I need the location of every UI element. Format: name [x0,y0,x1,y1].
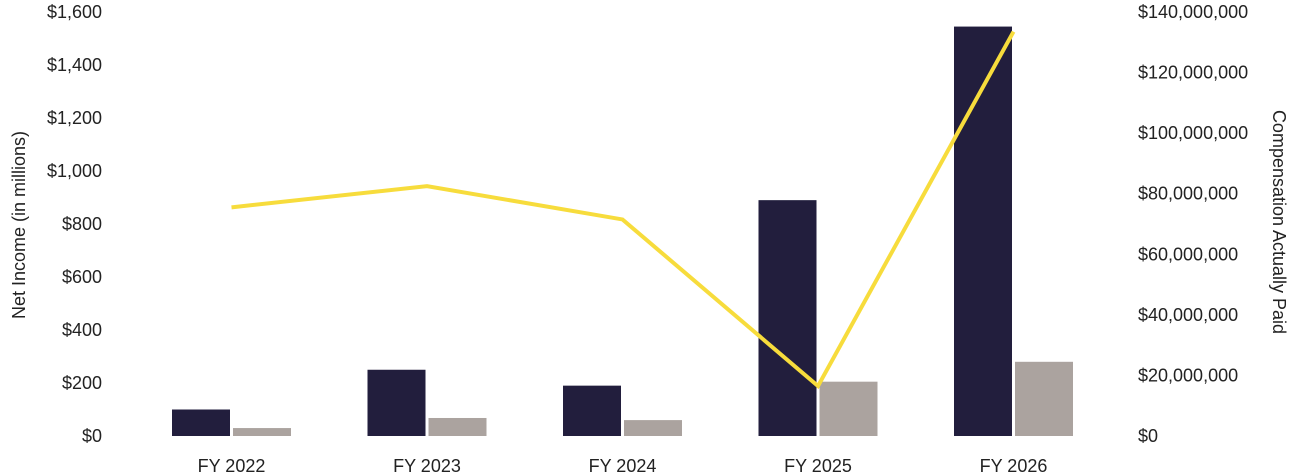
bars-layer [172,26,1073,436]
bar-primary-1 [172,409,230,436]
bar-primary-5 [954,26,1012,436]
bar-secondary-5 [1015,361,1073,436]
x-axis-ticks: FY 2022 FY 2023 FY 2024 FY 2025 FY 2026 [198,456,1048,476]
bar-primary-2 [367,369,426,436]
right-tick-label: $120,000,000 [1138,63,1248,83]
bar-primary-3 [563,385,621,436]
right-tick-label: $140,000,000 [1138,2,1248,22]
right-tick-label: $0 [1138,426,1158,446]
x-category-label: FY 2025 [784,456,852,476]
left-tick-label: $1,600 [47,2,102,22]
x-category-label: FY 2026 [980,456,1048,476]
left-tick-label: $400 [62,320,102,340]
right-axis-title: Compensation Actually Paid [1269,110,1289,334]
left-tick-label: $1,400 [47,55,102,75]
right-tick-label: $60,000,000 [1138,244,1238,264]
x-category-label: FY 2023 [393,456,461,476]
right-tick-label: $20,000,000 [1138,365,1238,385]
line-layer [231,30,1016,390]
left-tick-label: $1,000 [47,161,102,181]
bar-primary-4 [758,200,817,436]
right-tick-label: $40,000,000 [1138,305,1238,325]
bar-secondary-2 [428,417,487,436]
right-axis-ticks: $0 $20,000,000 $40,000,000 $60,000,000 $80,0… [1138,2,1248,446]
left-tick-label: $200 [62,373,102,393]
left-tick-label: $0 [82,426,102,446]
right-tick-label: $100,000,000 [1138,123,1248,143]
bar-secondary-4 [819,381,878,436]
x-category-label: FY 2024 [589,456,657,476]
x-category-label: FY 2022 [198,456,266,476]
left-axis-ticks: $0 $200 $400 $600 $800 $1,000 $1,200 $1,400 $1,6… [47,2,102,446]
bar-secondary-3 [624,420,682,436]
left-tick-label: $600 [62,267,102,287]
left-tick-label: $800 [62,214,102,234]
compensation-line [231,30,1016,390]
left-axis-title: Net Income (in millions) [9,131,29,319]
right-tick-label: $80,000,000 [1138,184,1238,204]
bar-secondary-1 [233,428,291,436]
left-tick-label: $1,200 [47,108,102,128]
